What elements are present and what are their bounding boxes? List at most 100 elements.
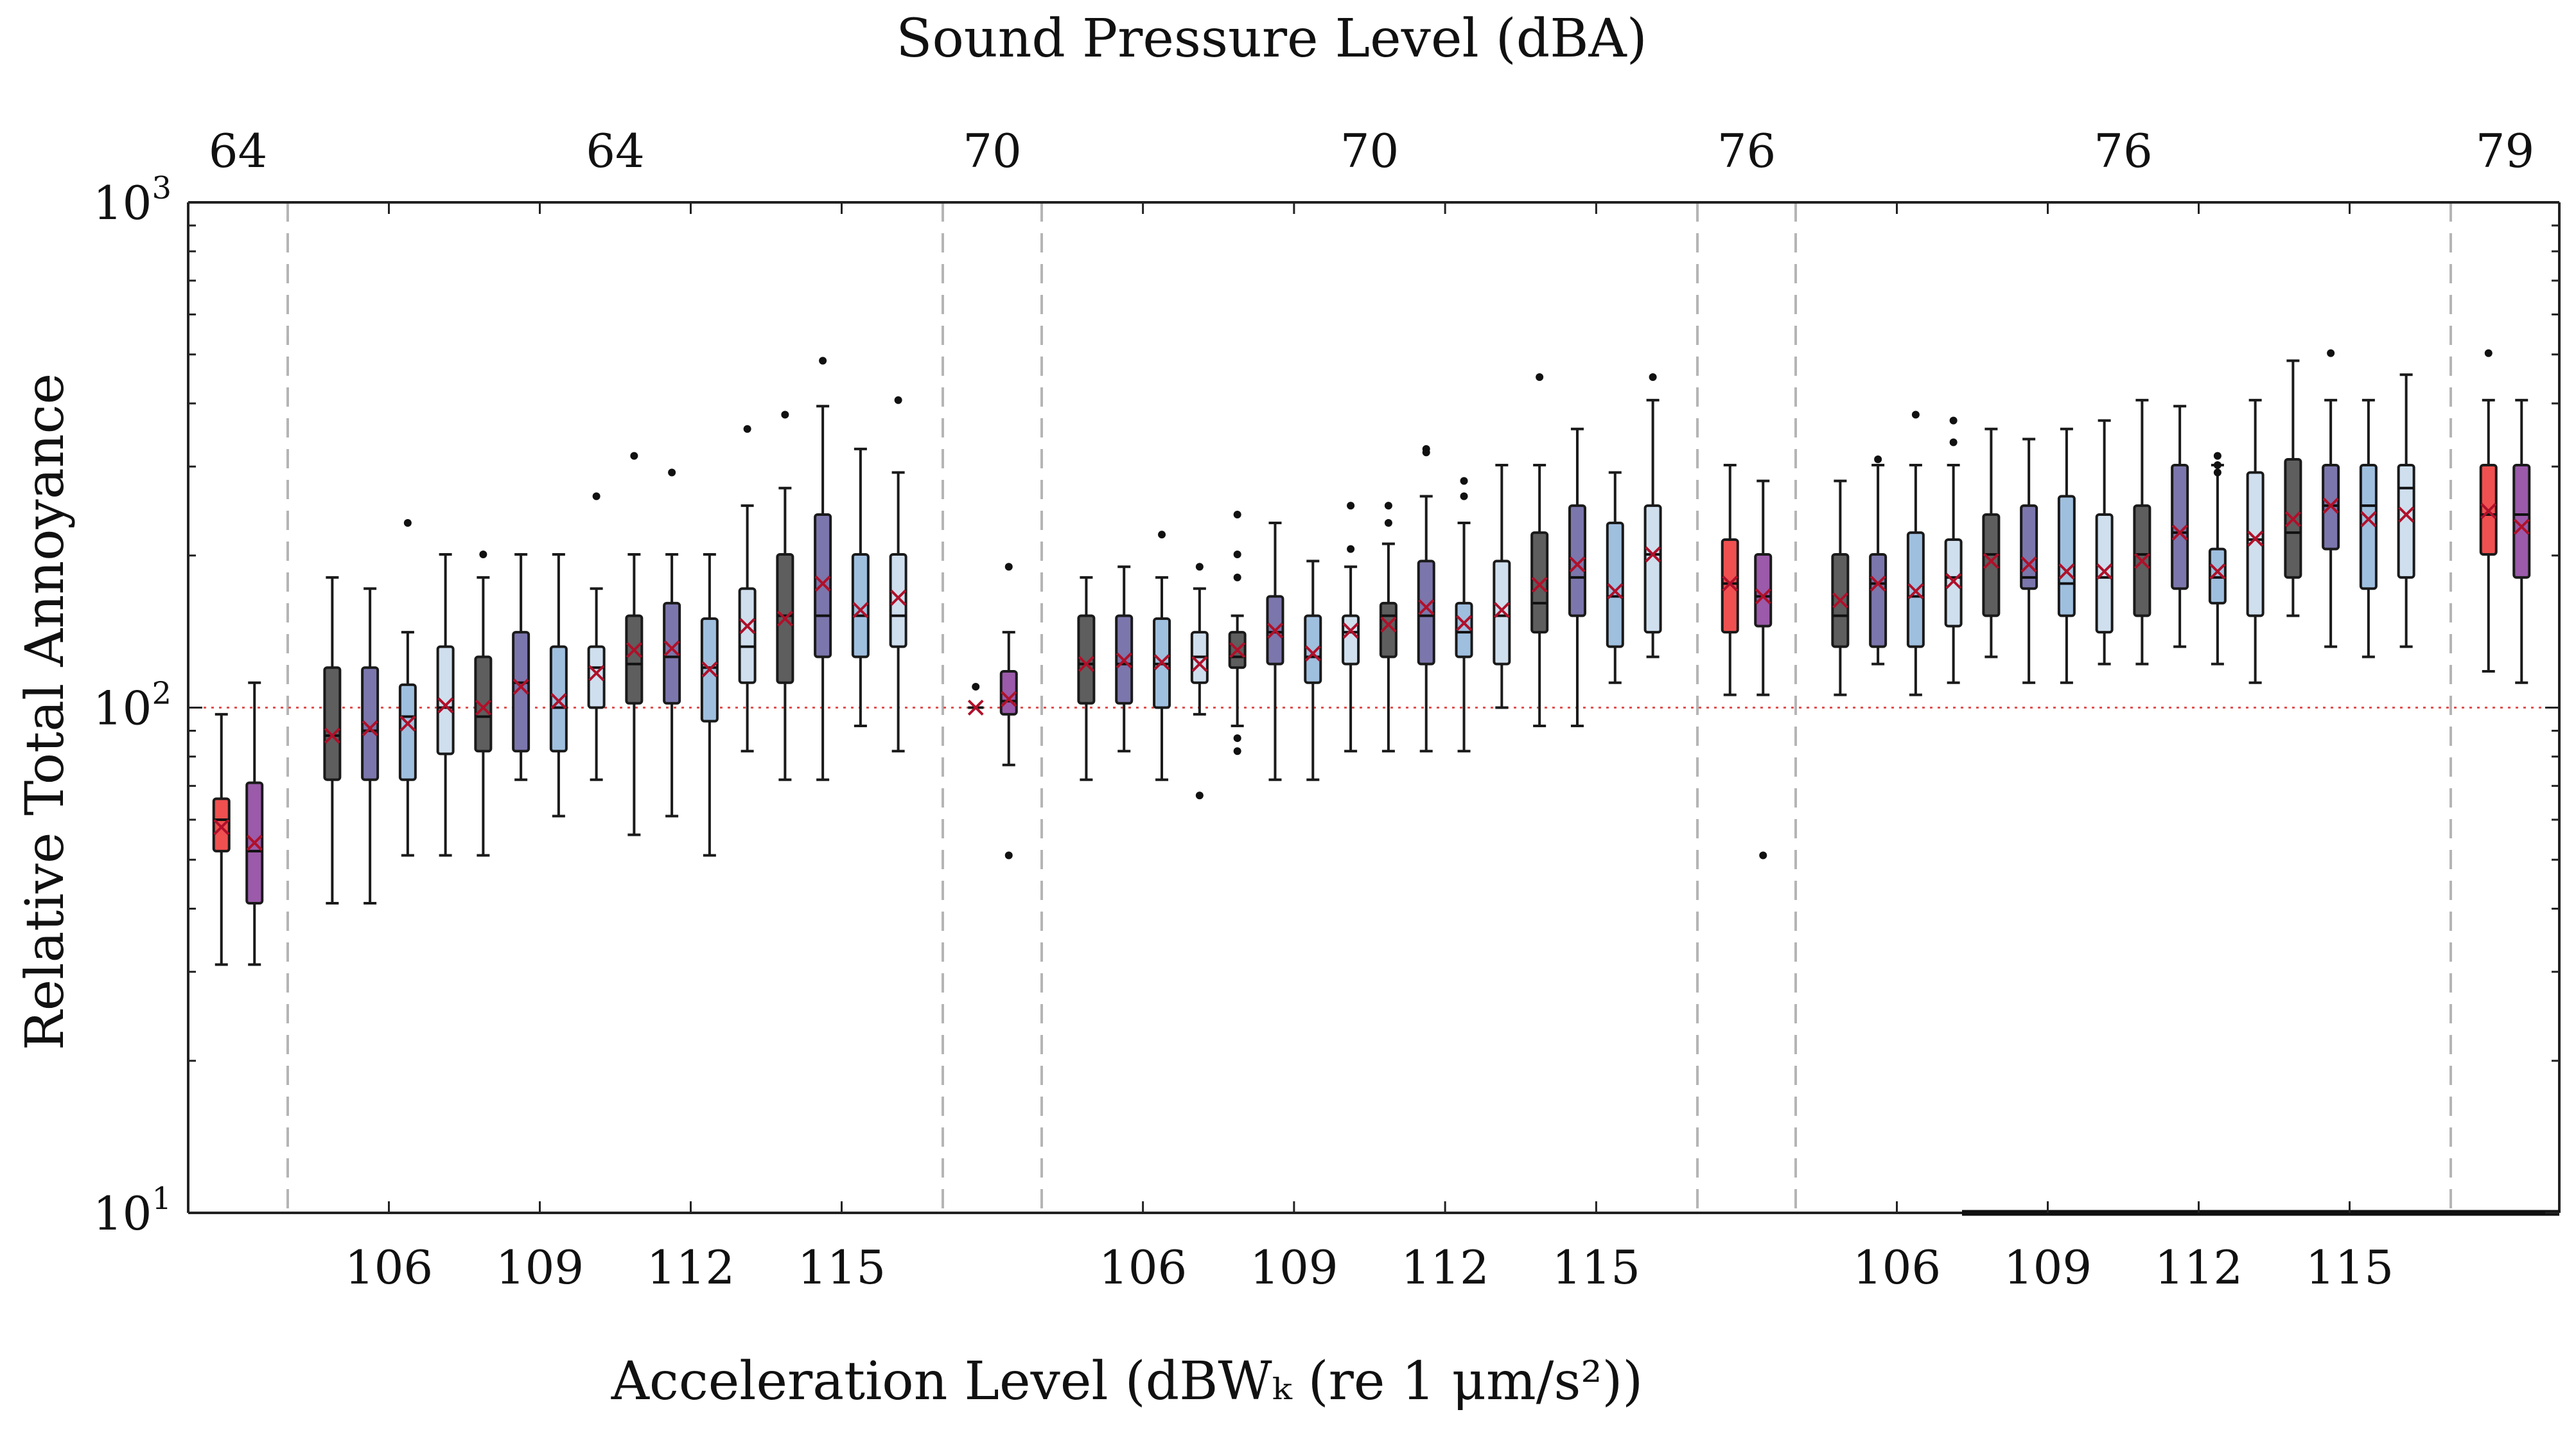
acceleration-label: 115 xyxy=(2306,1240,2394,1294)
mean-marker-b xyxy=(1755,588,1771,605)
mean-marker-b xyxy=(701,661,718,678)
box-plot-5-12 xyxy=(2284,359,2302,617)
outlier-point xyxy=(1233,511,1241,519)
box-plot-3-5 xyxy=(1266,522,1284,781)
outlier-point xyxy=(403,519,412,527)
acceleration-label: 112 xyxy=(1401,1240,1489,1294)
outlier-point xyxy=(1384,519,1392,527)
mean-marker-b xyxy=(2247,531,2264,547)
mean-marker-b xyxy=(475,700,491,716)
box-iqr xyxy=(361,666,380,781)
box-iqr xyxy=(398,683,417,781)
mean-marker-b xyxy=(1116,652,1132,669)
box-iqr xyxy=(2512,463,2531,579)
box-plot-3-1 xyxy=(1115,565,1134,753)
outlier-point xyxy=(479,551,487,559)
box-iqr xyxy=(1530,531,1549,634)
outlier-point xyxy=(1536,373,1544,381)
spl-label: 70 xyxy=(963,124,1022,178)
mean-marker-b xyxy=(1342,622,1359,639)
outlier-point xyxy=(1195,563,1204,571)
acceleration-label: 112 xyxy=(2155,1240,2243,1294)
mean-marker-b xyxy=(550,693,567,709)
outlier-point xyxy=(2213,452,2221,460)
box-iqr xyxy=(1493,560,1511,666)
outlier-point xyxy=(1649,373,1657,381)
box-iqr xyxy=(1455,601,1473,658)
box-plot-3-9 xyxy=(1417,445,1435,753)
outlier-point xyxy=(1874,455,1882,464)
box-iqr xyxy=(814,513,832,658)
box-iqr xyxy=(889,553,907,648)
mean-marker-b xyxy=(2058,563,2075,579)
box-plot-1-6 xyxy=(549,553,568,818)
box-plot-1-11 xyxy=(738,425,757,753)
outlier-point xyxy=(592,492,600,500)
mean-marker-b xyxy=(2480,503,2497,519)
mean-marker-b xyxy=(1304,645,1321,662)
spl-label: 76 xyxy=(2094,124,2153,178)
box-plot-5-2 xyxy=(1906,410,1925,696)
box-plot-5-9 xyxy=(2171,405,2189,648)
box-iqr xyxy=(2397,463,2415,579)
outlier-point xyxy=(2213,461,2221,469)
mean-marker-b xyxy=(2096,563,2113,579)
box-iqr xyxy=(2171,463,2189,590)
box-iqr xyxy=(2359,463,2378,590)
y-tick-label: 103 xyxy=(93,170,171,230)
outlier-point xyxy=(1949,438,1958,446)
box-plot-3-12 xyxy=(1530,373,1549,727)
outlier-point xyxy=(972,682,980,691)
panel-separators xyxy=(286,202,2452,1213)
mean-marker-b xyxy=(1645,546,1661,563)
box-plot-0-1 xyxy=(245,681,264,966)
box-plot-3-4 xyxy=(1228,511,1247,755)
box-plot-5-6 xyxy=(2057,427,2076,684)
box-iqr xyxy=(2208,547,2227,605)
mean-marker-b xyxy=(2209,563,2226,579)
box-plot-5-15 xyxy=(2397,373,2415,648)
chart-title: Sound Pressure Level (dBA) xyxy=(896,8,1647,69)
mean-marker-b xyxy=(437,697,454,714)
box-iqr xyxy=(851,553,870,658)
box-plot-5-11 xyxy=(2246,398,2265,684)
box-plot-2-1 xyxy=(999,563,1018,860)
box-iqr xyxy=(323,666,342,781)
outlier-point xyxy=(1233,551,1241,559)
box-plot-5-0 xyxy=(1831,479,1850,696)
mean-marker-b xyxy=(814,575,831,592)
mean-marker-b xyxy=(1380,616,1397,633)
box-plot-5-4 xyxy=(1982,427,2001,658)
box-plot-6-1 xyxy=(2512,398,2531,684)
box-plot-1-0 xyxy=(323,576,342,905)
box-plot-5-1 xyxy=(1869,455,1888,666)
outlier-point xyxy=(1422,448,1430,457)
box-iqr xyxy=(738,587,757,684)
box-iqr xyxy=(1643,504,1662,634)
mean-marker-b xyxy=(1267,622,1283,639)
box-iqr xyxy=(549,645,568,753)
spl-label: 79 xyxy=(2476,124,2535,178)
box-iqr xyxy=(1304,614,1322,684)
outlier-point xyxy=(781,410,789,419)
outlier-point xyxy=(630,452,638,460)
acceleration-label: 112 xyxy=(647,1240,735,1294)
box-plot-4-0 xyxy=(1721,463,1739,696)
mean-marker-b xyxy=(852,602,869,619)
acceleration-label: 109 xyxy=(2004,1240,2092,1294)
box-plot-5-10 xyxy=(2208,452,2227,666)
box-iqr xyxy=(2095,513,2114,634)
box-plot-2-0 xyxy=(967,682,984,716)
spl-label: 64 xyxy=(586,124,645,178)
mean-marker-b xyxy=(2398,506,2415,523)
acceleration-label: 109 xyxy=(1250,1240,1338,1294)
spl-labels: 64 64 70 70 76 76 79 xyxy=(209,124,2535,178)
box-plot-1-1 xyxy=(361,587,380,905)
acceleration-label: 106 xyxy=(1853,1240,1941,1294)
outlier-point xyxy=(1233,747,1241,755)
y-axis-label: Relative Total Annoyance xyxy=(15,373,76,1050)
mean-marker-b xyxy=(776,610,793,627)
box-iqr xyxy=(1869,553,1888,648)
box-plot-3-3 xyxy=(1190,563,1209,800)
box-iqr xyxy=(625,614,644,705)
